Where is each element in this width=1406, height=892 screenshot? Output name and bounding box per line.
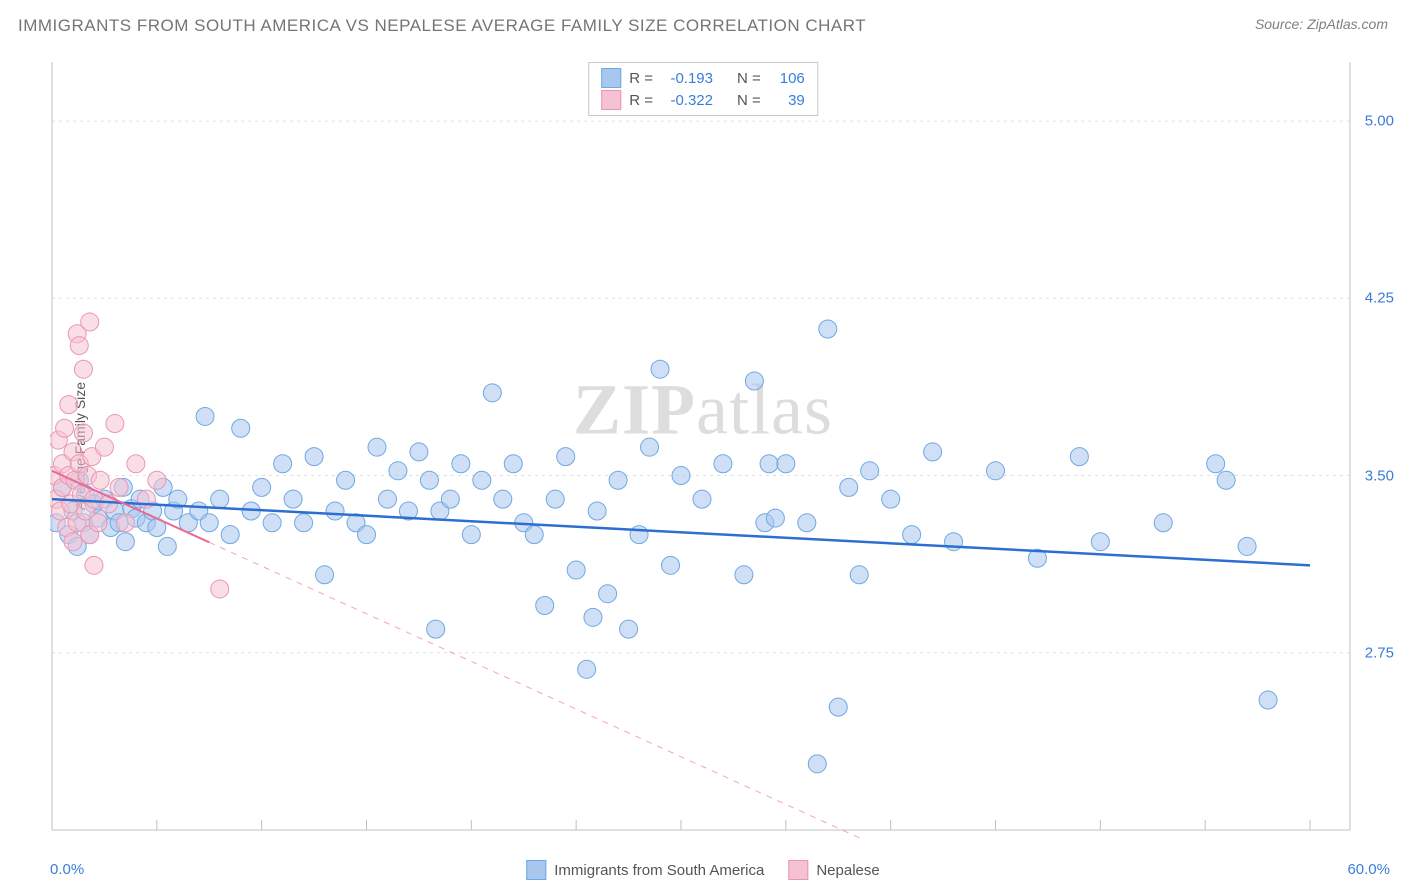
- legend-swatch: [601, 90, 621, 110]
- legend-series-item: Immigrants from South America: [526, 860, 764, 880]
- legend-series-label: Immigrants from South America: [554, 862, 764, 879]
- legend-r-value: -0.193: [661, 70, 713, 87]
- legend-series-label: Nepalese: [816, 862, 879, 879]
- legend-swatch: [788, 860, 808, 880]
- legend-r-label: R =: [629, 92, 653, 109]
- legend-n-label: N =: [737, 70, 761, 87]
- x-tick-min: 0.0%: [50, 861, 84, 878]
- legend-swatch: [526, 860, 546, 880]
- chart-svg: [50, 60, 1360, 840]
- y-tick-label: 4.25: [1365, 290, 1394, 307]
- legend-n-value: 39: [769, 92, 805, 109]
- legend-n-label: N =: [737, 92, 761, 109]
- legend-r-value: -0.322: [661, 92, 713, 109]
- chart-title: IMMIGRANTS FROM SOUTH AMERICA VS NEPALES…: [18, 16, 866, 36]
- legend-n-value: 106: [769, 70, 805, 87]
- legend-swatch: [601, 68, 621, 88]
- legend-series: Immigrants from South America Nepalese: [526, 860, 879, 880]
- source-text: Source: ZipAtlas.com: [1255, 16, 1388, 32]
- y-tick-label: 2.75: [1365, 644, 1394, 661]
- legend-stats-row: R = -0.193 N = 106: [601, 67, 805, 89]
- legend-series-item: Nepalese: [788, 860, 879, 880]
- y-tick-label: 5.00: [1365, 113, 1394, 130]
- legend-stats-row: R = -0.322 N = 39: [601, 89, 805, 111]
- legend-stats: R = -0.193 N = 106 R = -0.322 N = 39: [588, 62, 818, 116]
- legend-r-label: R =: [629, 70, 653, 87]
- x-tick-max: 60.0%: [1347, 861, 1390, 878]
- y-tick-label: 3.50: [1365, 467, 1394, 484]
